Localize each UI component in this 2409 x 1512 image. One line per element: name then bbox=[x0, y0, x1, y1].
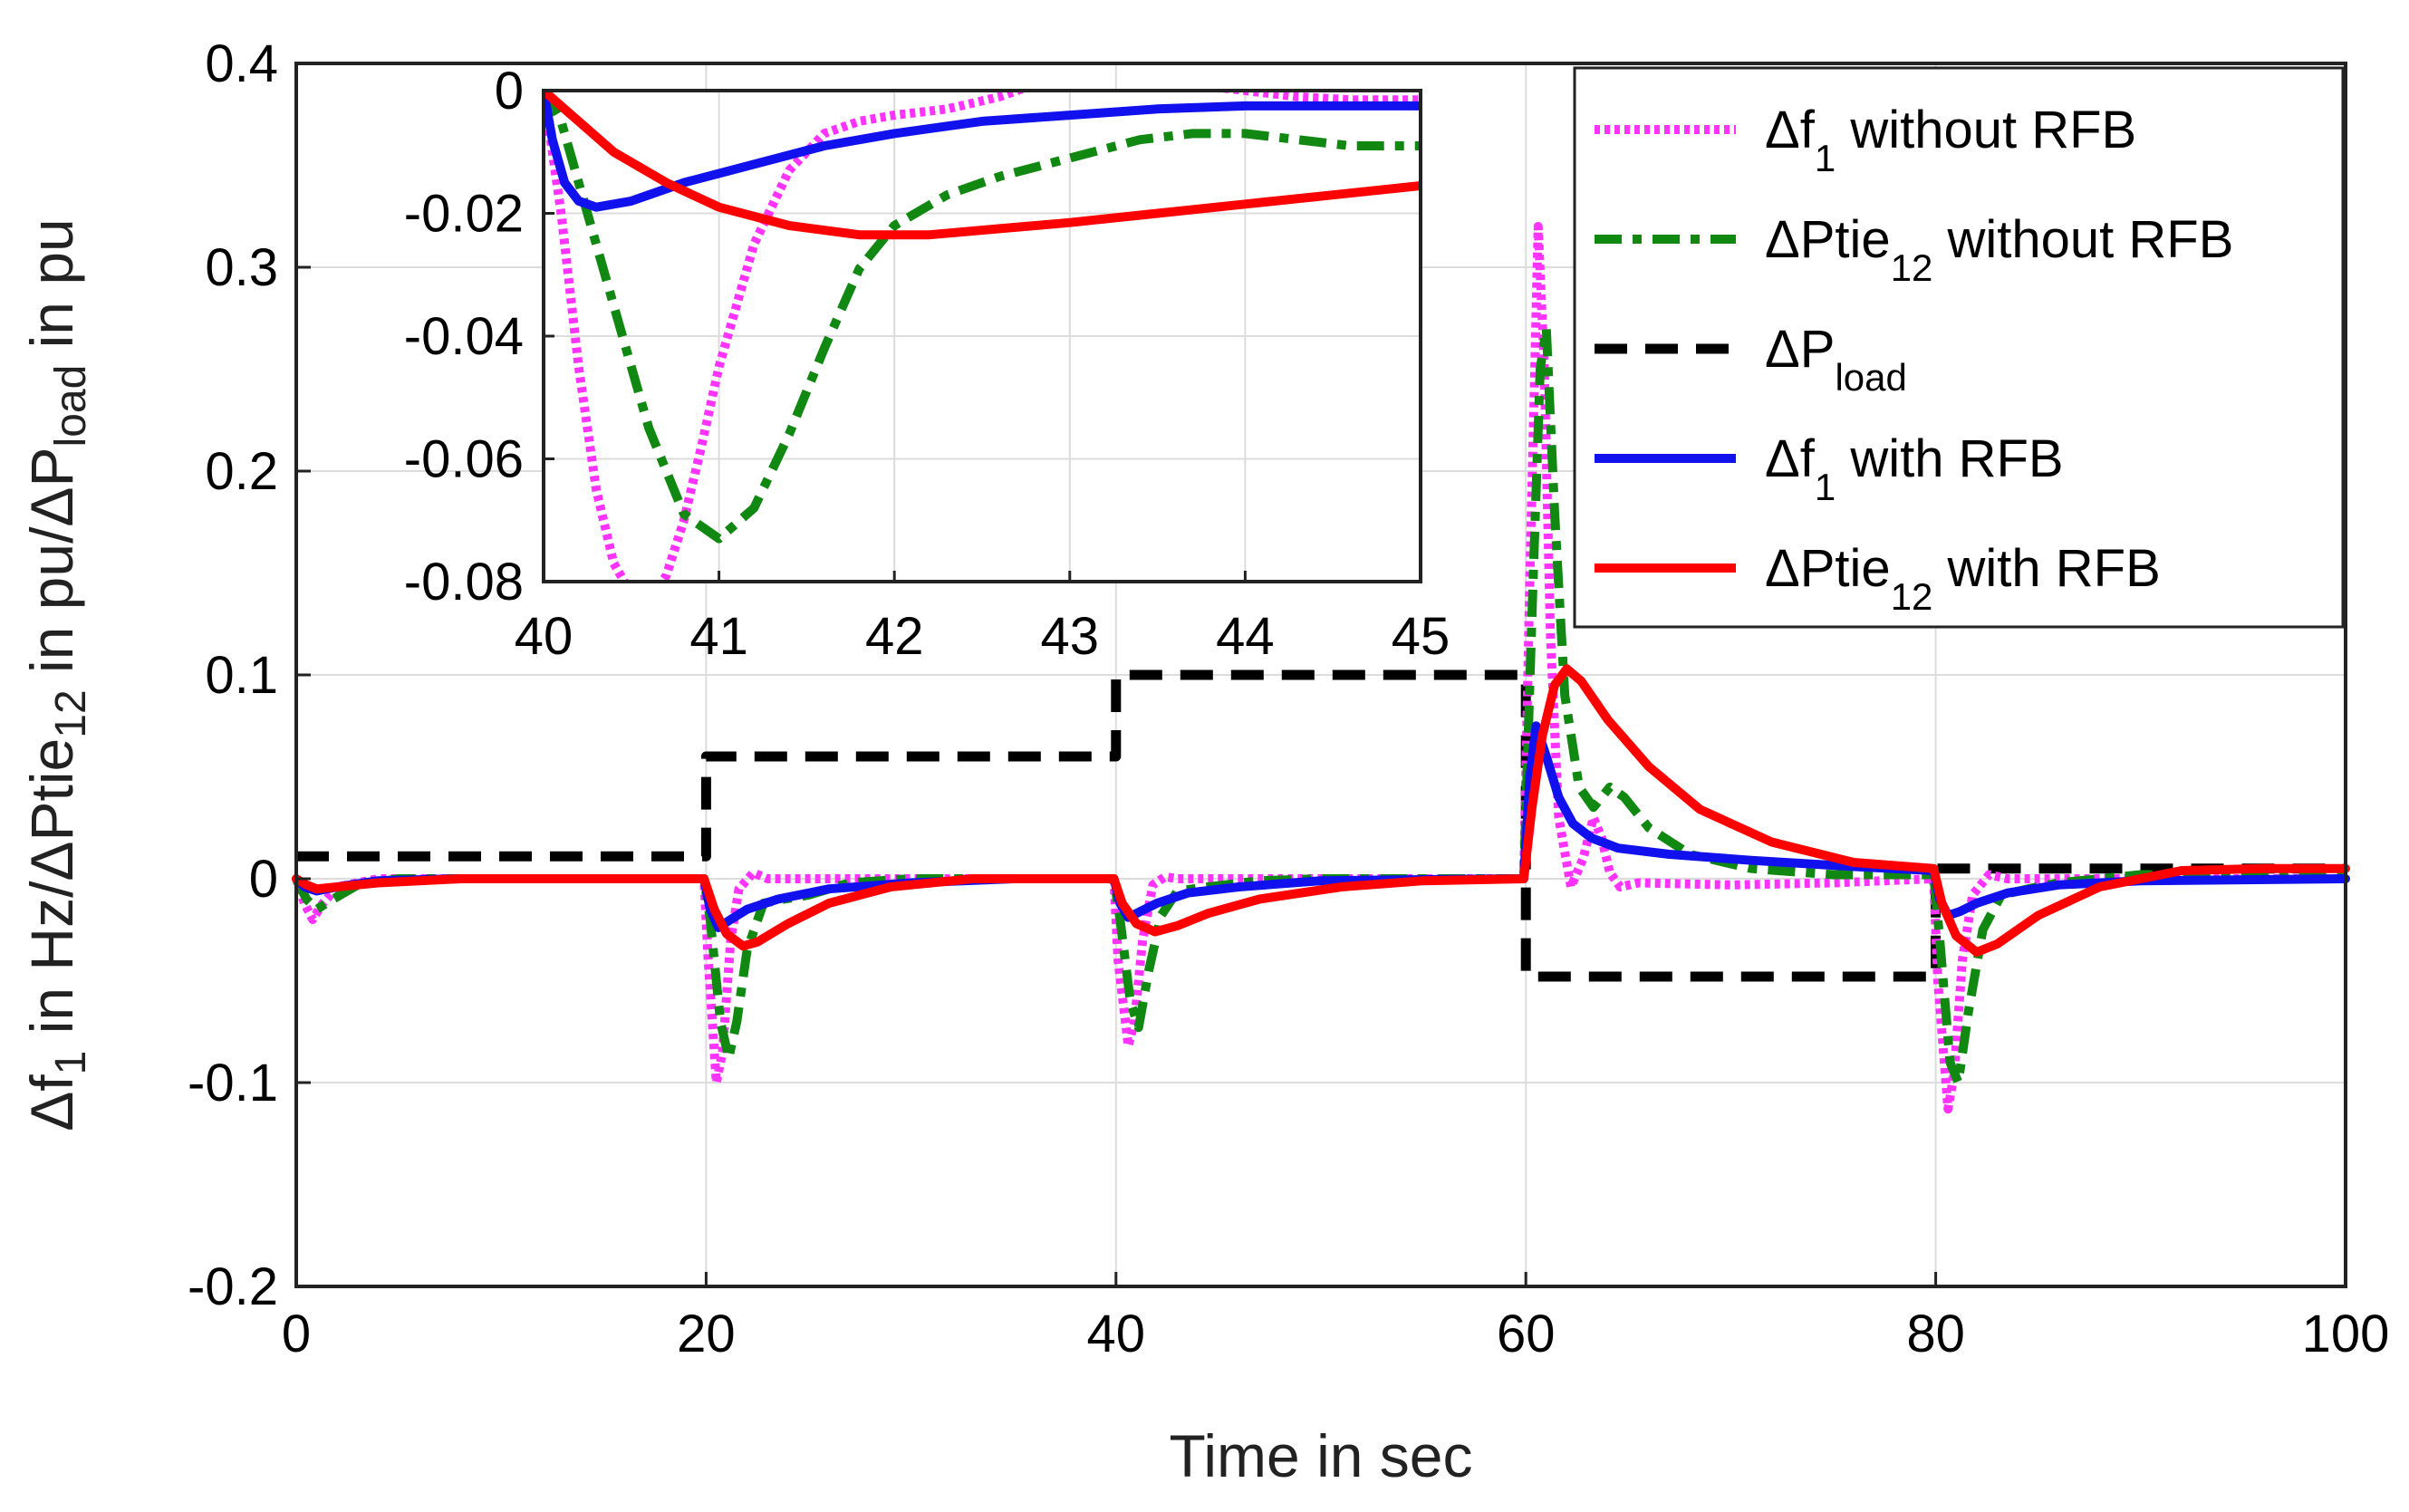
legend-label-ptie_without: ΔPtie12 without RFB bbox=[1765, 210, 2233, 289]
legend-label-df1_with: Δf1 with RFB bbox=[1765, 429, 2064, 508]
main-y-ticks: -0.2 -0.1 0 0.1 0.2 0.3 0.4 bbox=[188, 34, 311, 1316]
inset-series-line-ptie_with bbox=[544, 91, 1421, 240]
legend-label-pload: ΔPload bbox=[1765, 320, 1907, 399]
main-x-ticks: 0 20 40 60 80 100 bbox=[282, 1272, 2390, 1363]
legend-label-ptie_with: ΔPtie12 with RFB bbox=[1765, 539, 2161, 618]
y-label-part-3: in Hz/ΔPtie bbox=[18, 738, 85, 1051]
main-y-tick-label: 0.1 bbox=[205, 646, 278, 705]
x-axis-label: Time in sec bbox=[1170, 1422, 1473, 1489]
inset-series-line-df1_with bbox=[544, 91, 1421, 212]
main-x-tick-label: 60 bbox=[1497, 1305, 1556, 1363]
main-x-tick-label: 20 bbox=[677, 1305, 736, 1363]
y-label-part-2: 1 bbox=[47, 1051, 95, 1075]
inset-series-line-ptie_without bbox=[544, 91, 1421, 544]
y-axis-label: Δf1 in Hz/ΔPtie12 in pu/ΔPload in pu bbox=[18, 218, 95, 1132]
series-line-pload bbox=[296, 669, 2346, 982]
inset-x-tick-label: 43 bbox=[1041, 607, 1100, 666]
legend-items: Δf1 without RFB ΔPtie12 without RFB ΔPload… bbox=[1595, 101, 2233, 618]
main-x-tick-label: 0 bbox=[282, 1305, 311, 1363]
inset-y-tick-label: -0.08 bbox=[404, 553, 524, 612]
inset-plot: 40 41 42 43 44 45 0 -0.02 -0.04 -0.06 -0.08 bbox=[404, 62, 1450, 666]
y-label-part-4: 12 bbox=[47, 689, 95, 737]
main-y-tick-label: 0.4 bbox=[205, 34, 278, 93]
inset-x-tick-label: 41 bbox=[689, 607, 748, 666]
inset-x-tick-label: 42 bbox=[865, 607, 924, 666]
inset-y-tick-label: -0.06 bbox=[404, 430, 524, 489]
inset-y-tick-label: -0.02 bbox=[404, 185, 524, 244]
main-y-tick-label: 0.3 bbox=[205, 238, 278, 297]
main-x-tick-label: 80 bbox=[1906, 1305, 1965, 1363]
main-series bbox=[292, 222, 2350, 1114]
main-y-tick-label: 0.2 bbox=[205, 442, 278, 501]
inset-y-tick-label: 0 bbox=[495, 62, 524, 120]
y-label-part-6: load bbox=[47, 365, 95, 448]
main-y-tick-label: -0.2 bbox=[188, 1257, 278, 1316]
legend: Δf1 without RFB ΔPtie12 without RFB ΔPload… bbox=[1573, 66, 2345, 629]
inset-x-tick-label: 40 bbox=[515, 607, 573, 666]
y-label-part-7: in pu bbox=[18, 218, 85, 364]
main-x-tick-label: 100 bbox=[2302, 1305, 2390, 1363]
inset-series-line-df1_without bbox=[544, 91, 1421, 582]
series-line-ptie_with bbox=[292, 664, 2350, 957]
inset-y-ticks: 0 -0.02 -0.04 -0.06 -0.08 bbox=[404, 62, 554, 612]
main-y-tick-label: -0.1 bbox=[188, 1054, 278, 1112]
y-label-part-1: Δf bbox=[18, 1074, 85, 1132]
y-label-part-5: in pu/ΔP bbox=[18, 447, 85, 689]
main-x-tick-label: 40 bbox=[1087, 1305, 1146, 1363]
inset-x-tick-label: 45 bbox=[1392, 607, 1450, 666]
legend-label-df1_without: Δf1 without RFB bbox=[1765, 101, 2136, 179]
inset-x-tick-label: 44 bbox=[1216, 607, 1275, 666]
inset-series bbox=[544, 91, 1421, 582]
inset-y-tick-label: -0.04 bbox=[404, 307, 524, 366]
main-y-tick-label: 0 bbox=[249, 850, 278, 909]
inset-x-ticks: 40 41 42 43 44 45 bbox=[515, 571, 1450, 666]
